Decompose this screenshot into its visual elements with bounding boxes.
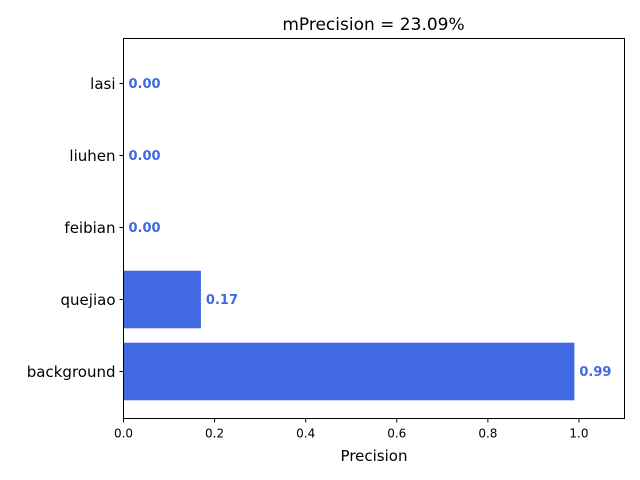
y-tick-label: liuhen — [69, 147, 115, 165]
data-label: 0.17 — [206, 293, 238, 308]
x-tick-label: 0.6 — [387, 427, 406, 441]
x-tick-label: 0.2 — [205, 427, 224, 441]
x-tick-label: 1.0 — [569, 427, 588, 441]
x-tick-label: 0.0 — [114, 427, 133, 441]
bar-background — [123, 342, 575, 401]
x-axis-label: Precision — [341, 447, 408, 465]
x-tick-label: 0.4 — [296, 427, 315, 441]
chart-title: mPrecision = 23.09% — [282, 15, 464, 35]
data-labels: 0.99 0.17 0.00 0.00 0.00 — [129, 77, 612, 380]
x-axis-ticks: 0.0 0.2 0.4 0.6 0.8 1.0 — [114, 418, 589, 441]
plot-frame — [123, 38, 625, 419]
y-tick-label: lasi — [90, 75, 115, 93]
data-label: 0.00 — [129, 77, 161, 92]
y-tick-label: quejiao — [61, 291, 116, 309]
y-tick-label: feibian — [64, 219, 115, 237]
data-label: 0.99 — [579, 365, 611, 380]
data-label: 0.00 — [129, 221, 161, 236]
y-axis-ticks: background quejiao feibian liuhen lasi — [27, 75, 124, 381]
y-tick-label: background — [27, 363, 116, 381]
bar-quejiao — [123, 270, 201, 329]
bars-group — [123, 270, 575, 401]
x-tick-label: 0.8 — [478, 427, 497, 441]
data-label: 0.00 — [129, 149, 161, 164]
